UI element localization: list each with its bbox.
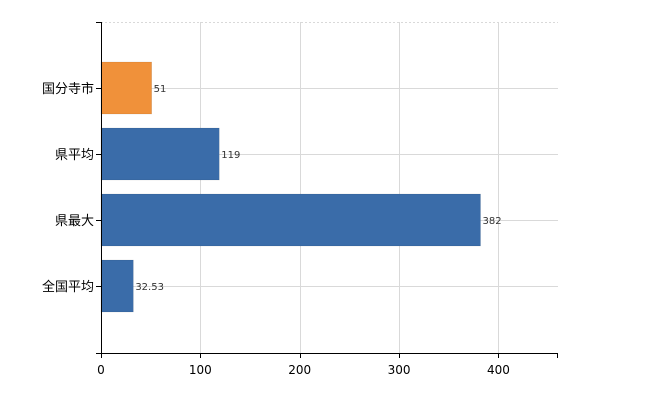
x-tick-label-3: 300: [388, 363, 411, 377]
x-tick-label-0: 0: [97, 363, 105, 377]
data-label-1: 119: [221, 150, 240, 161]
category-label-1: 県平均: [55, 148, 94, 163]
bar-1: [100, 127, 220, 181]
x-tick-label-4: 400: [487, 363, 510, 377]
bar-2: [100, 193, 481, 247]
x-tick-label-1: 100: [189, 363, 212, 377]
bar-0: [100, 61, 152, 115]
category-label-2: 県最大: [55, 214, 94, 229]
data-label-2: 382: [483, 216, 502, 227]
labels: 51 国分寺市 119 県平均 382 県最大 32.53 全国平均 0 100 200 300 400: [42, 81, 510, 377]
bar-3: [100, 259, 134, 313]
gridlines: [101, 22, 558, 353]
category-label-3: 全国平均: [42, 279, 94, 295]
bars: [100, 61, 481, 313]
x-tick-label-2: 200: [288, 363, 311, 377]
data-label-3: 32.53: [135, 282, 164, 293]
axes: [96, 22, 558, 358]
data-label-0: 51: [154, 84, 167, 95]
category-label-0: 国分寺市: [42, 81, 94, 97]
